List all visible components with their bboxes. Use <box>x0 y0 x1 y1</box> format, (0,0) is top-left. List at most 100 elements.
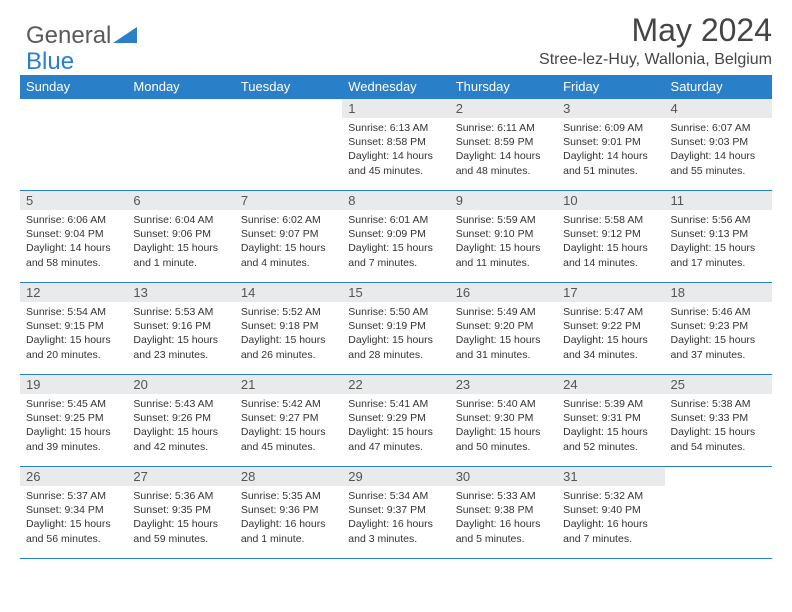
calendar-week-row: 1Sunrise: 6:13 AMSunset: 8:58 PMDaylight… <box>20 99 772 191</box>
logo-text-gray: General <box>26 22 111 50</box>
weekday-header: Friday <box>557 75 664 99</box>
day-number: 19 <box>20 375 127 394</box>
calendar-day-cell: 12Sunrise: 5:54 AMSunset: 9:15 PMDayligh… <box>20 283 127 375</box>
calendar-week-row: 26Sunrise: 5:37 AMSunset: 9:34 PMDayligh… <box>20 467 772 559</box>
calendar-week-row: 12Sunrise: 5:54 AMSunset: 9:15 PMDayligh… <box>20 283 772 375</box>
calendar-day-cell <box>127 99 234 191</box>
calendar-day-cell: 7Sunrise: 6:02 AMSunset: 9:07 PMDaylight… <box>235 191 342 283</box>
calendar-day-cell: 30Sunrise: 5:33 AMSunset: 9:38 PMDayligh… <box>450 467 557 559</box>
day-number: 1 <box>342 99 449 118</box>
day-number: 16 <box>450 283 557 302</box>
calendar-day-cell: 28Sunrise: 5:35 AMSunset: 9:36 PMDayligh… <box>235 467 342 559</box>
calendar-body: 1Sunrise: 6:13 AMSunset: 8:58 PMDaylight… <box>20 99 772 559</box>
calendar-day-cell: 29Sunrise: 5:34 AMSunset: 9:37 PMDayligh… <box>342 467 449 559</box>
day-number: 30 <box>450 467 557 486</box>
day-details: Sunrise: 5:42 AMSunset: 9:27 PMDaylight:… <box>235 394 342 457</box>
day-details: Sunrise: 5:38 AMSunset: 9:33 PMDaylight:… <box>665 394 772 457</box>
calendar-header-row: SundayMondayTuesdayWednesdayThursdayFrid… <box>20 75 772 99</box>
calendar-day-cell: 20Sunrise: 5:43 AMSunset: 9:26 PMDayligh… <box>127 375 234 467</box>
day-details: Sunrise: 5:50 AMSunset: 9:19 PMDaylight:… <box>342 302 449 365</box>
calendar-day-cell: 24Sunrise: 5:39 AMSunset: 9:31 PMDayligh… <box>557 375 664 467</box>
weekday-header: Tuesday <box>235 75 342 99</box>
logo: General <box>26 22 139 50</box>
day-details: Sunrise: 6:02 AMSunset: 9:07 PMDaylight:… <box>235 210 342 273</box>
calendar-day-cell <box>20 99 127 191</box>
calendar-day-cell: 15Sunrise: 5:50 AMSunset: 9:19 PMDayligh… <box>342 283 449 375</box>
day-details: Sunrise: 5:34 AMSunset: 9:37 PMDaylight:… <box>342 486 449 549</box>
day-number: 8 <box>342 191 449 210</box>
day-details: Sunrise: 5:47 AMSunset: 9:22 PMDaylight:… <box>557 302 664 365</box>
day-number: 29 <box>342 467 449 486</box>
day-details: Sunrise: 5:39 AMSunset: 9:31 PMDaylight:… <box>557 394 664 457</box>
calendar-day-cell: 11Sunrise: 5:56 AMSunset: 9:13 PMDayligh… <box>665 191 772 283</box>
month-title: May 2024 <box>539 12 772 49</box>
day-details: Sunrise: 6:11 AMSunset: 8:59 PMDaylight:… <box>450 118 557 181</box>
day-number: 22 <box>342 375 449 394</box>
day-details: Sunrise: 5:41 AMSunset: 9:29 PMDaylight:… <box>342 394 449 457</box>
calendar-day-cell: 13Sunrise: 5:53 AMSunset: 9:16 PMDayligh… <box>127 283 234 375</box>
day-details: Sunrise: 5:46 AMSunset: 9:23 PMDaylight:… <box>665 302 772 365</box>
calendar-day-cell: 8Sunrise: 6:01 AMSunset: 9:09 PMDaylight… <box>342 191 449 283</box>
day-number: 10 <box>557 191 664 210</box>
calendar-day-cell: 10Sunrise: 5:58 AMSunset: 9:12 PMDayligh… <box>557 191 664 283</box>
location-text: Stree-lez-Huy, Wallonia, Belgium <box>539 51 772 69</box>
calendar-day-cell: 16Sunrise: 5:49 AMSunset: 9:20 PMDayligh… <box>450 283 557 375</box>
day-details: Sunrise: 5:58 AMSunset: 9:12 PMDaylight:… <box>557 210 664 273</box>
weekday-header: Monday <box>127 75 234 99</box>
day-number: 26 <box>20 467 127 486</box>
weekday-header: Saturday <box>665 75 772 99</box>
day-details: Sunrise: 5:36 AMSunset: 9:35 PMDaylight:… <box>127 486 234 549</box>
calendar-day-cell: 21Sunrise: 5:42 AMSunset: 9:27 PMDayligh… <box>235 375 342 467</box>
calendar-day-cell: 9Sunrise: 5:59 AMSunset: 9:10 PMDaylight… <box>450 191 557 283</box>
day-number: 11 <box>665 191 772 210</box>
day-details: Sunrise: 6:09 AMSunset: 9:01 PMDaylight:… <box>557 118 664 181</box>
day-number: 18 <box>665 283 772 302</box>
weekday-header: Sunday <box>20 75 127 99</box>
calendar-day-cell: 4Sunrise: 6:07 AMSunset: 9:03 PMDaylight… <box>665 99 772 191</box>
calendar-day-cell: 27Sunrise: 5:36 AMSunset: 9:35 PMDayligh… <box>127 467 234 559</box>
calendar-day-cell: 2Sunrise: 6:11 AMSunset: 8:59 PMDaylight… <box>450 99 557 191</box>
day-details: Sunrise: 5:53 AMSunset: 9:16 PMDaylight:… <box>127 302 234 365</box>
day-number: 25 <box>665 375 772 394</box>
day-number: 31 <box>557 467 664 486</box>
day-number: 23 <box>450 375 557 394</box>
day-number: 15 <box>342 283 449 302</box>
day-number: 4 <box>665 99 772 118</box>
day-number: 12 <box>20 283 127 302</box>
calendar-day-cell: 1Sunrise: 6:13 AMSunset: 8:58 PMDaylight… <box>342 99 449 191</box>
day-details: Sunrise: 5:49 AMSunset: 9:20 PMDaylight:… <box>450 302 557 365</box>
day-details: Sunrise: 5:43 AMSunset: 9:26 PMDaylight:… <box>127 394 234 457</box>
header: General May 2024 Stree-lez-Huy, Wallonia… <box>20 12 772 69</box>
calendar-day-cell: 26Sunrise: 5:37 AMSunset: 9:34 PMDayligh… <box>20 467 127 559</box>
day-number: 5 <box>20 191 127 210</box>
day-details: Sunrise: 6:06 AMSunset: 9:04 PMDaylight:… <box>20 210 127 273</box>
logo-triangle-icon <box>113 25 139 45</box>
day-details: Sunrise: 6:01 AMSunset: 9:09 PMDaylight:… <box>342 210 449 273</box>
day-number: 6 <box>127 191 234 210</box>
day-number: 27 <box>127 467 234 486</box>
day-details: Sunrise: 5:45 AMSunset: 9:25 PMDaylight:… <box>20 394 127 457</box>
calendar-day-cell: 18Sunrise: 5:46 AMSunset: 9:23 PMDayligh… <box>665 283 772 375</box>
day-details: Sunrise: 5:59 AMSunset: 9:10 PMDaylight:… <box>450 210 557 273</box>
day-number: 28 <box>235 467 342 486</box>
day-number: 21 <box>235 375 342 394</box>
day-details: Sunrise: 5:32 AMSunset: 9:40 PMDaylight:… <box>557 486 664 549</box>
day-number: 2 <box>450 99 557 118</box>
calendar-day-cell: 31Sunrise: 5:32 AMSunset: 9:40 PMDayligh… <box>557 467 664 559</box>
day-number: 9 <box>450 191 557 210</box>
day-details: Sunrise: 5:54 AMSunset: 9:15 PMDaylight:… <box>20 302 127 365</box>
day-details: Sunrise: 5:40 AMSunset: 9:30 PMDaylight:… <box>450 394 557 457</box>
day-details: Sunrise: 5:35 AMSunset: 9:36 PMDaylight:… <box>235 486 342 549</box>
calendar-day-cell <box>665 467 772 559</box>
calendar-day-cell: 3Sunrise: 6:09 AMSunset: 9:01 PMDaylight… <box>557 99 664 191</box>
calendar-day-cell: 17Sunrise: 5:47 AMSunset: 9:22 PMDayligh… <box>557 283 664 375</box>
calendar-day-cell: 22Sunrise: 5:41 AMSunset: 9:29 PMDayligh… <box>342 375 449 467</box>
calendar-table: SundayMondayTuesdayWednesdayThursdayFrid… <box>20 75 772 559</box>
calendar-day-cell: 6Sunrise: 6:04 AMSunset: 9:06 PMDaylight… <box>127 191 234 283</box>
calendar-day-cell: 5Sunrise: 6:06 AMSunset: 9:04 PMDaylight… <box>20 191 127 283</box>
weekday-header: Wednesday <box>342 75 449 99</box>
calendar-day-cell: 14Sunrise: 5:52 AMSunset: 9:18 PMDayligh… <box>235 283 342 375</box>
day-details: Sunrise: 5:33 AMSunset: 9:38 PMDaylight:… <box>450 486 557 549</box>
day-number: 24 <box>557 375 664 394</box>
day-number: 3 <box>557 99 664 118</box>
